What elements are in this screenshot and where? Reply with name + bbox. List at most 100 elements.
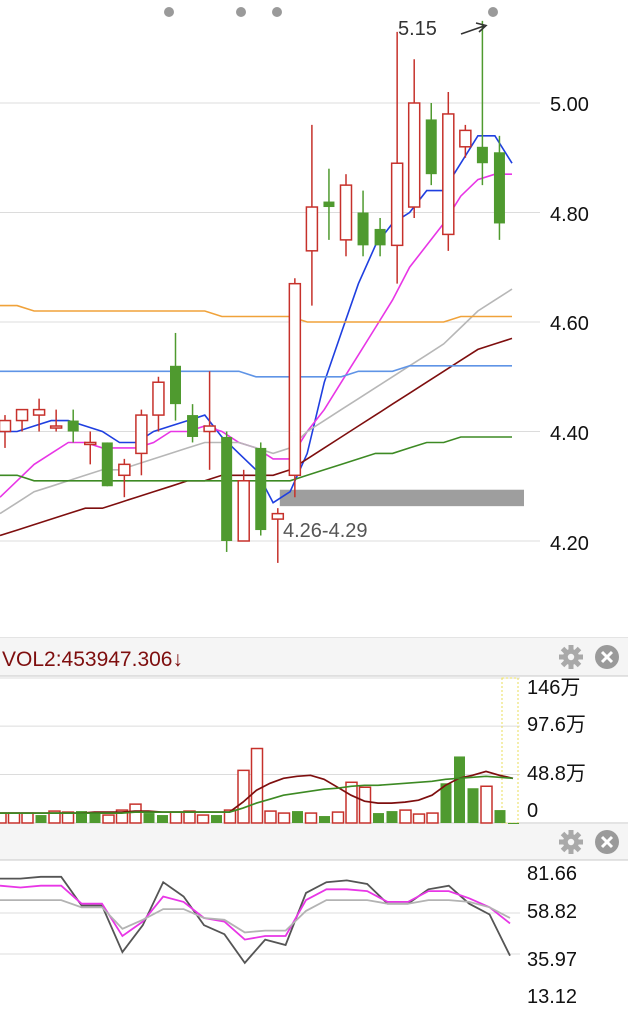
volume-bar xyxy=(0,812,7,824)
volume-bar xyxy=(250,747,264,824)
volume-bar xyxy=(102,814,115,824)
drag-handle-dot[interactable] xyxy=(488,7,498,17)
candle-body xyxy=(357,212,369,246)
volume-bar xyxy=(386,811,398,823)
volume-bar xyxy=(454,756,465,823)
volume-bar xyxy=(358,786,372,824)
candle-body xyxy=(118,463,131,477)
volume-axis-label: 146万 xyxy=(527,677,580,699)
gear-icon[interactable] xyxy=(559,645,583,669)
candle-body xyxy=(15,408,29,422)
indicator-line xyxy=(0,875,511,965)
volume-bar xyxy=(277,812,291,824)
candle-body xyxy=(49,425,63,429)
volume-header-bar xyxy=(0,638,628,676)
volume-bar xyxy=(494,810,506,823)
candle-body xyxy=(32,408,46,416)
volume-bar xyxy=(412,813,426,824)
volume-bar xyxy=(223,809,237,824)
volume-bar xyxy=(480,785,493,824)
volume-bar xyxy=(7,812,21,824)
volume-bar xyxy=(264,810,277,824)
moving-average-line xyxy=(0,288,513,515)
indicator-header-bar xyxy=(0,824,628,860)
volume-bar xyxy=(89,813,101,823)
candle-body xyxy=(237,480,250,542)
indicator-grid xyxy=(0,912,520,955)
volume-indicator-title: VOL2:453947.306↓ xyxy=(2,648,183,671)
candle-body xyxy=(203,425,216,433)
candle-body xyxy=(425,119,437,175)
candle-body xyxy=(390,162,404,247)
price-axis-label: 4.60 xyxy=(550,313,589,335)
candle-body xyxy=(221,436,233,541)
volume-bar xyxy=(61,811,75,824)
volume-bar xyxy=(399,809,412,824)
price-axis-label: 4.40 xyxy=(550,423,589,445)
candle-body xyxy=(67,420,79,432)
close-icon[interactable] xyxy=(595,830,619,854)
indicator-lines xyxy=(0,875,511,965)
volume-bar xyxy=(35,815,47,823)
price-axis-label: 4.80 xyxy=(550,204,589,226)
moving-average-line xyxy=(0,364,512,378)
volume-axis-label: 97.6万 xyxy=(527,714,586,736)
candle-body xyxy=(152,381,165,416)
volume-bar xyxy=(426,812,439,824)
candle-body xyxy=(255,447,267,531)
volume-moving-averages xyxy=(0,770,514,814)
support-band xyxy=(279,489,524,507)
indicator-line xyxy=(0,899,511,934)
candle-body xyxy=(84,441,97,446)
support-annotation: 4.26-4.29 xyxy=(283,520,368,542)
candle-body xyxy=(170,365,181,405)
volume-bar xyxy=(157,815,168,823)
arrow-icon xyxy=(460,22,488,35)
volume-bar xyxy=(21,812,34,824)
volume-bar xyxy=(183,810,196,824)
candle-body xyxy=(0,419,12,433)
candle-body xyxy=(339,184,353,241)
indicator-axis-label: 35.97 xyxy=(527,949,577,971)
candle-body xyxy=(288,282,302,477)
volume-highlight-box xyxy=(501,677,519,824)
price-axis-label: 4.20 xyxy=(550,533,589,555)
candle-body xyxy=(101,442,113,487)
moving-average-line xyxy=(0,304,512,323)
gear-icon[interactable] xyxy=(559,830,583,854)
volume-bar xyxy=(292,811,303,823)
volume-bar xyxy=(115,809,129,824)
drag-handle-dot[interactable] xyxy=(236,7,246,17)
volume-bar xyxy=(331,811,345,824)
candle-body xyxy=(493,152,505,224)
volume-axis-label: 0 xyxy=(527,800,538,822)
drag-handle-dot[interactable] xyxy=(272,7,282,17)
candle-body xyxy=(135,414,148,455)
close-icon[interactable] xyxy=(595,645,619,669)
price-axis-label: 5.00 xyxy=(550,94,589,116)
indicator-axis-label: 81.66 xyxy=(527,863,577,885)
volume-bar xyxy=(304,812,318,824)
volume-bar xyxy=(48,810,61,824)
volume-axis-label: 48.8万 xyxy=(527,763,586,785)
volume-bar xyxy=(143,813,155,823)
volume-bar xyxy=(76,811,87,823)
volume-bar xyxy=(319,816,330,823)
indicator-axis-label: 13.12 xyxy=(527,986,577,1008)
volume-bar xyxy=(345,781,358,824)
drag-handle-dot[interactable] xyxy=(164,7,174,17)
volume-bar xyxy=(373,813,384,823)
volume-bar xyxy=(211,815,222,823)
volume-bar xyxy=(129,803,142,824)
candle-body xyxy=(187,415,199,437)
high-annotation: 5.15 xyxy=(398,18,437,40)
volume-ma-line xyxy=(0,775,514,814)
volume-bar xyxy=(237,769,250,824)
volume-bar xyxy=(467,788,479,823)
candlesticks xyxy=(0,20,505,563)
volume-bar xyxy=(169,811,183,824)
candle-body xyxy=(407,102,421,208)
candle-body xyxy=(305,206,319,252)
